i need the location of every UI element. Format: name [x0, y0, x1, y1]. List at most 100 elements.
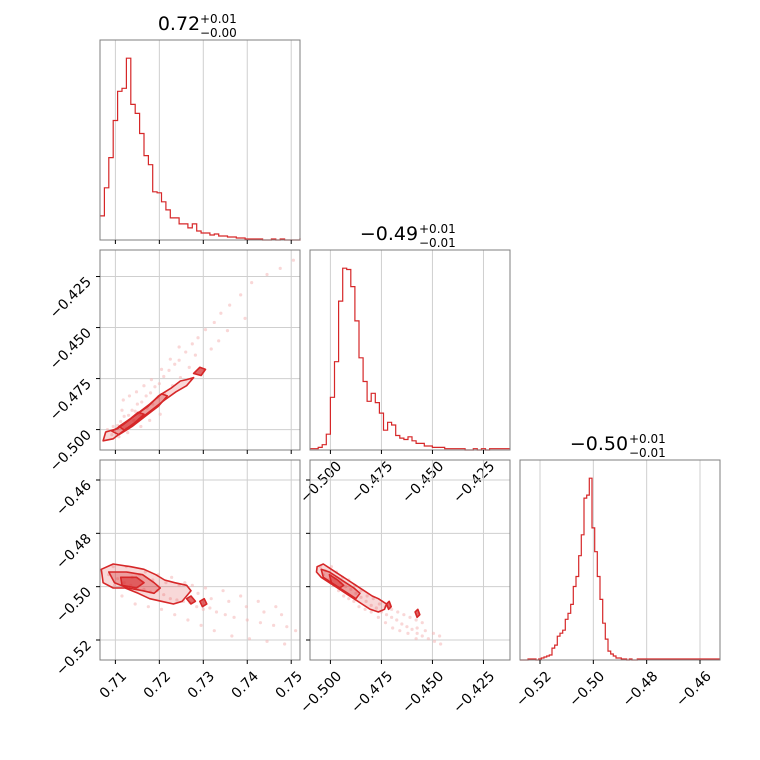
sample-point	[400, 622, 404, 626]
x-tick-label: 0.71	[97, 668, 130, 701]
panel-frame	[99, 249, 301, 451]
sample-point	[285, 625, 289, 629]
contour-level	[414, 608, 421, 619]
sample-point	[415, 626, 419, 630]
sample-point	[173, 362, 177, 366]
title-param-2-upper: +0.01	[419, 222, 456, 236]
sample-point	[173, 613, 177, 617]
sample-point	[148, 391, 153, 395]
sample-point	[347, 597, 351, 601]
contour-level	[328, 573, 345, 589]
axis-ticks: −0.500−0.475−0.450−0.425	[297, 479, 498, 716]
x-tick-label: −0.425	[450, 458, 498, 506]
y-tick-label: −0.425	[47, 274, 95, 322]
sample-point	[158, 412, 162, 416]
panel-frame	[519, 459, 721, 661]
sample-point	[214, 610, 219, 614]
panel-frame	[309, 459, 511, 661]
sample-point	[274, 605, 278, 609]
sample-point	[159, 367, 164, 371]
density-contours	[100, 563, 208, 608]
sample-point	[357, 605, 361, 609]
contour-level	[100, 563, 192, 605]
title-param-3-lower: −0.01	[629, 446, 666, 460]
sample-point	[159, 607, 164, 611]
sample-point	[130, 408, 134, 412]
sample-point	[420, 621, 424, 625]
sample-point	[349, 587, 353, 591]
x-tick-label: −0.46	[673, 668, 715, 710]
title-param-1: 0.72	[158, 13, 200, 35]
sample-point	[352, 599, 356, 603]
sample-point	[363, 607, 367, 611]
sample-points	[105, 258, 296, 439]
x-tick-label: −0.475	[348, 668, 396, 716]
panel-frame	[99, 39, 301, 241]
sample-point	[395, 618, 399, 622]
sample-point	[410, 627, 414, 631]
sample-point	[437, 634, 442, 638]
histogram-panel-param-3: −0.50 +0.01 −0.01 −0.52 −0.50 −0.48 −0.46	[513, 432, 721, 710]
sample-point	[111, 565, 115, 569]
sample-point	[227, 599, 231, 603]
sample-point	[342, 594, 346, 598]
sample-point	[162, 374, 166, 379]
sample-point	[149, 377, 154, 382]
grid-lines	[310, 460, 510, 660]
sample-point	[396, 610, 400, 614]
sample-point	[398, 629, 402, 633]
x-tick-label: −0.50	[566, 668, 608, 710]
sample-point	[230, 634, 234, 638]
sample-point	[250, 281, 254, 285]
sample-point	[164, 581, 168, 585]
y-tick-label: −0.48	[53, 531, 95, 573]
sample-point	[420, 634, 424, 638]
sample-point	[112, 583, 117, 587]
sample-point	[193, 353, 197, 357]
sample-point	[208, 606, 212, 610]
sample-point	[374, 606, 378, 610]
sample-point	[415, 631, 419, 635]
sample-point	[119, 419, 123, 424]
sample-point	[153, 385, 157, 389]
title-param-3-upper: +0.01	[629, 432, 666, 446]
sample-point	[423, 629, 427, 633]
density-panel-param-1-vs-param-2: −0.500−0.475−0.450−0.425	[47, 249, 301, 475]
sample-point	[148, 418, 152, 423]
sample-point	[359, 595, 363, 599]
x-tick-label: 0.73	[185, 668, 218, 701]
sample-point	[377, 602, 381, 606]
sample-point	[212, 629, 216, 633]
sample-point	[376, 615, 380, 619]
contour-level	[118, 411, 145, 432]
grid-lines	[100, 250, 300, 450]
sample-point	[228, 303, 232, 307]
title-param-3: −0.50	[570, 433, 628, 455]
sample-point	[168, 357, 172, 361]
sample-point	[186, 618, 190, 622]
sample-point	[105, 427, 110, 432]
sample-point	[201, 607, 205, 611]
sample-point	[414, 618, 418, 622]
sample-point	[120, 408, 124, 412]
sample-point	[115, 577, 120, 581]
sample-point	[265, 639, 269, 643]
sample-point	[196, 336, 200, 340]
sample-point	[272, 623, 276, 627]
histogram-step-param-3	[520, 477, 720, 661]
sample-point	[390, 607, 394, 611]
sample-point	[121, 398, 125, 402]
sample-point	[294, 629, 298, 633]
sample-point	[143, 570, 147, 574]
sample-point	[196, 591, 200, 595]
sample-point	[365, 594, 369, 598]
x-tick-label: −0.425	[450, 668, 498, 716]
x-tick-label: −0.450	[399, 668, 447, 716]
title-param-1-lower: −0.00	[200, 26, 237, 40]
y-tick-label: −0.450	[47, 325, 95, 373]
sample-point	[262, 610, 266, 614]
sample-point	[247, 637, 252, 641]
sample-point	[178, 375, 183, 380]
sample-point	[239, 594, 243, 598]
contour-level	[315, 563, 388, 613]
